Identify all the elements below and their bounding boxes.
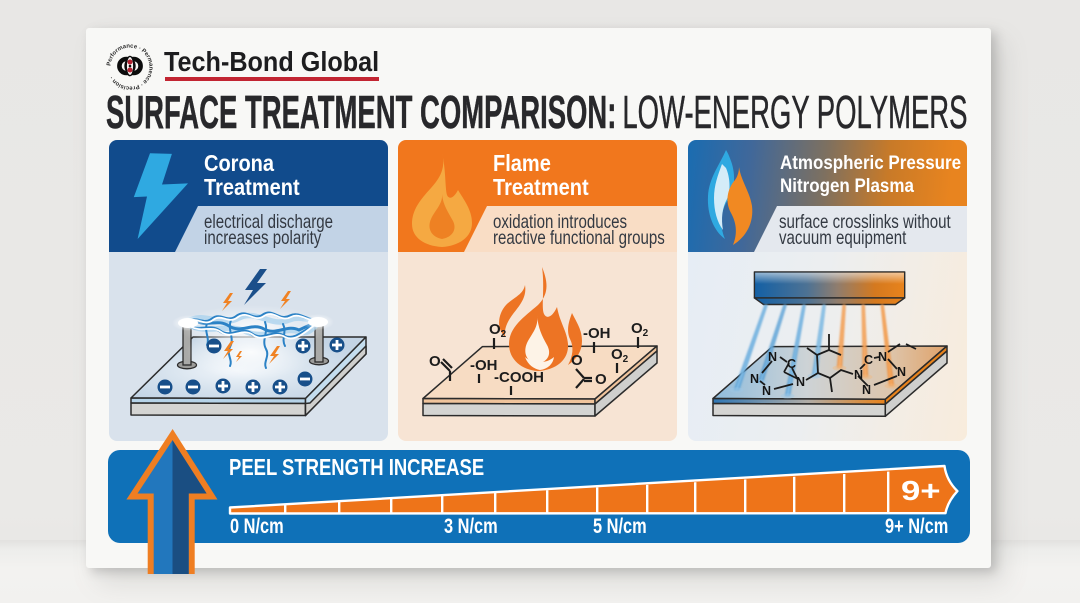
svg-text:O: O: [429, 353, 441, 370]
svg-text:-OH: -OH: [470, 357, 498, 374]
svg-text:N: N: [862, 383, 871, 397]
svg-text:O: O: [595, 371, 607, 388]
svg-text:N: N: [897, 365, 906, 379]
svg-text:O2: O2: [631, 320, 649, 339]
svg-text:O: O: [571, 352, 583, 369]
svg-text:N: N: [878, 350, 887, 364]
svg-text:-OH: -OH: [583, 325, 611, 342]
svg-text:N: N: [762, 384, 771, 398]
svg-text:C: C: [864, 353, 873, 367]
svg-text:N: N: [854, 368, 863, 382]
svg-text:N: N: [750, 372, 759, 386]
svg-text:N: N: [796, 375, 805, 389]
svg-text:-COOH: -COOH: [494, 369, 544, 386]
svg-text:N: N: [768, 350, 777, 364]
svg-text:C: C: [787, 357, 796, 371]
